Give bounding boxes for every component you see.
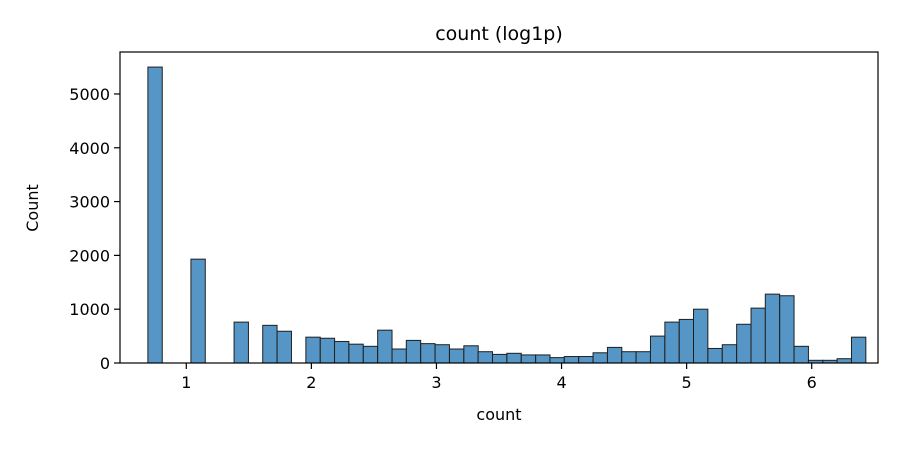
histogram-bar-43	[764, 293, 781, 364]
x-tick-label: 1	[181, 373, 191, 392]
histogram-bar-35	[649, 335, 666, 364]
y-axis-label: Count	[23, 184, 42, 232]
histogram-bar-49	[850, 336, 867, 364]
histogram-bar-40	[721, 344, 738, 364]
histogram-bar-29	[563, 356, 580, 364]
histogram-bar-44	[779, 295, 795, 364]
histogram-bar-17	[391, 348, 407, 364]
histogram-bar-18	[405, 339, 422, 364]
histogram-bar-39	[707, 347, 723, 364]
histogram-bar-37	[678, 318, 695, 364]
histogram-bar-27	[535, 354, 551, 364]
histogram-bar-42	[750, 307, 766, 364]
histogram-bar-24	[492, 353, 508, 364]
histogram-bar-3	[190, 258, 206, 364]
histogram-bar-22	[463, 345, 479, 364]
bars-group	[147, 66, 867, 364]
y-tick-label: 4000	[69, 139, 110, 158]
histogram-bar-25	[506, 352, 522, 364]
x-tick-label: 3	[431, 373, 441, 392]
histogram-bar-16	[377, 329, 393, 364]
y-tick-label: 5000	[69, 85, 110, 104]
histogram-bar-31	[592, 352, 608, 364]
histogram-bar-33	[621, 351, 637, 364]
x-tick-label: 5	[682, 373, 692, 392]
histogram-bar-12	[319, 337, 336, 364]
histogram-bar-32	[606, 346, 623, 364]
x-axis: 1 2 3 4 5 6	[181, 363, 817, 392]
histogram-bar-19	[420, 343, 436, 364]
histogram-bar-0	[147, 66, 163, 364]
histogram-bar-36	[664, 321, 680, 364]
histogram-bar-45	[793, 345, 809, 364]
histogram-bar-11	[305, 336, 321, 364]
x-tick-label: 4	[556, 373, 566, 392]
histogram-bar-30	[578, 356, 594, 364]
histogram-bar-13	[334, 340, 350, 364]
histogram-bar-6	[233, 321, 249, 364]
histogram-bar-41	[736, 323, 752, 364]
histogram-bar-23	[477, 351, 493, 364]
histogram-bar-28	[549, 357, 565, 364]
y-tick-label: 0	[100, 354, 110, 373]
y-tick-label: 1000	[69, 300, 110, 319]
histogram-bar-21	[448, 348, 465, 364]
y-tick-label: 3000	[69, 193, 110, 212]
y-axis: 0 1000 2000 3000 4000 5000	[69, 85, 120, 373]
plot-frame	[119, 51, 879, 364]
histogram-bar-26	[520, 354, 537, 364]
x-tick-label: 6	[807, 373, 817, 392]
histogram-bar-48	[836, 358, 852, 364]
histogram-bar-38	[693, 308, 709, 364]
y-tick-label: 2000	[69, 246, 110, 265]
histogram-bar-8	[262, 324, 278, 364]
histogram-bar-20	[434, 344, 450, 364]
x-axis-label: count	[476, 405, 521, 424]
histogram-bar-9	[276, 330, 292, 364]
chart-title: count (log1p)	[435, 23, 563, 45]
x-tick-label: 2	[306, 373, 316, 392]
histogram-bar-34	[635, 351, 651, 364]
histogram-bar-14	[348, 343, 364, 364]
histogram-bar-15	[362, 345, 379, 364]
